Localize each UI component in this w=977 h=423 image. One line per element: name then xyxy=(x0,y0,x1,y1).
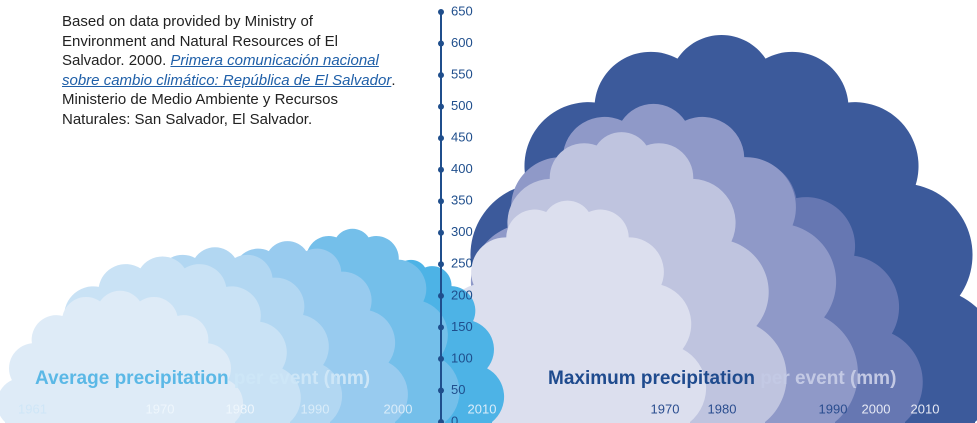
y-tick-label: 550 xyxy=(451,67,473,82)
cloud xyxy=(0,290,244,423)
y-tick-label: 250 xyxy=(451,256,473,271)
tick-dot xyxy=(438,166,444,173)
y-tick-label: 350 xyxy=(451,193,473,208)
year-label: 1990 xyxy=(301,401,330,416)
source-link[interactable]: Primera comunicación nacional sobre camb… xyxy=(62,52,392,89)
cloud xyxy=(428,200,707,423)
year-label: 2000 xyxy=(384,401,413,416)
y-tick-label: 200 xyxy=(451,287,473,302)
year-label: 1970 xyxy=(146,401,175,416)
y-tick-label: 600 xyxy=(451,35,473,50)
y-tick-label: 50 xyxy=(451,382,465,397)
tick-dot xyxy=(438,40,444,47)
y-tick-label: 400 xyxy=(451,161,473,176)
title: Average precipitation xyxy=(35,368,229,389)
y-tick-label: 150 xyxy=(451,319,473,334)
source-text: Based on data provided by Ministry of En… xyxy=(62,13,338,69)
tick-dot xyxy=(438,419,444,423)
y-tick-label: 300 xyxy=(451,224,473,239)
subtitle: per event (mm) xyxy=(760,368,896,389)
title: Maximum precipitation xyxy=(548,368,755,389)
source-note: Based on data provided by Ministry of En… xyxy=(62,12,397,129)
tick-dot xyxy=(438,198,444,205)
tick-dot xyxy=(438,135,444,142)
year-label: 2010 xyxy=(911,401,940,416)
chart-title: Maximum precipitation per event (mm) xyxy=(548,368,896,389)
y-tick-label: 100 xyxy=(451,350,473,365)
tick-dot xyxy=(438,292,444,299)
subtitle: per event (mm) xyxy=(234,368,370,389)
year-label: 1961 xyxy=(18,401,47,416)
y-tick-label: 650 xyxy=(451,3,473,18)
tick-dot xyxy=(438,324,444,331)
year-label: 2000 xyxy=(862,401,891,416)
tick-dot xyxy=(438,229,444,236)
y-tick-label: 500 xyxy=(451,98,473,113)
tick-dot xyxy=(438,72,444,79)
y-tick-label: 0 xyxy=(451,413,458,423)
year-label: 2010 xyxy=(468,401,497,416)
tick-dot xyxy=(438,9,444,15)
tick-dot xyxy=(438,103,444,110)
tick-dot xyxy=(438,355,444,362)
chart-title: Average precipitation per event (mm) xyxy=(35,368,370,389)
tick-dot xyxy=(438,261,444,268)
year-label: 1970 xyxy=(651,401,680,416)
year-label: 1980 xyxy=(226,401,255,416)
tick-dot xyxy=(438,387,444,394)
year-label: 1980 xyxy=(708,401,737,416)
year-label: 1990 xyxy=(819,401,848,416)
y-tick-label: 450 xyxy=(451,130,473,145)
source-text: . Ministerio de Medio Ambiente y Recurso… xyxy=(62,71,396,128)
